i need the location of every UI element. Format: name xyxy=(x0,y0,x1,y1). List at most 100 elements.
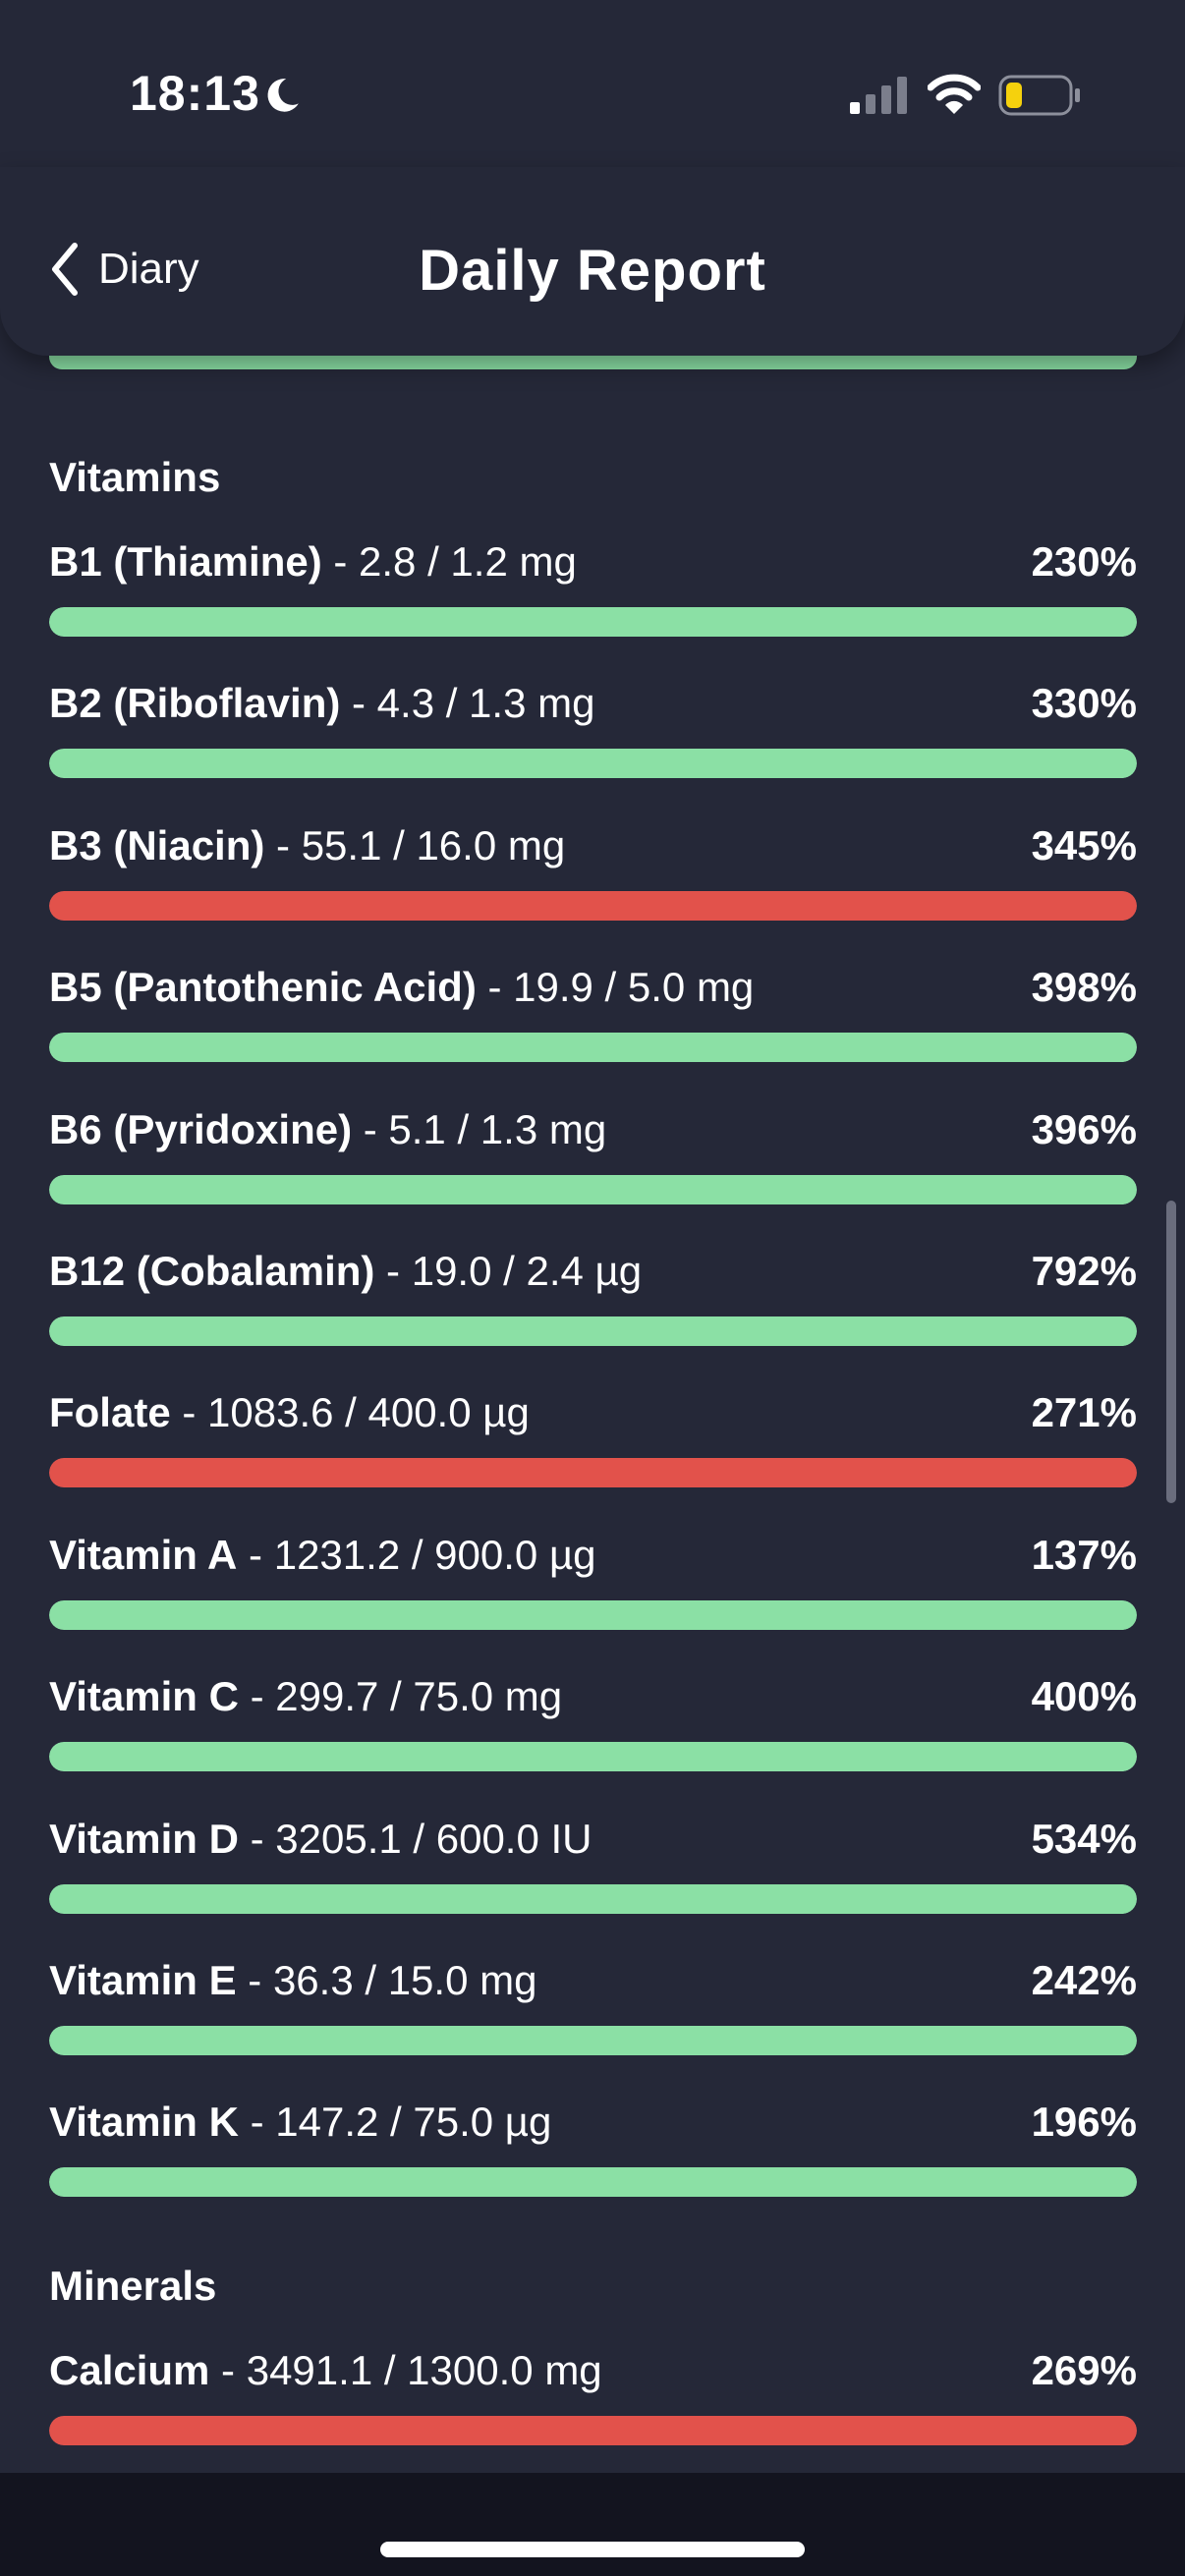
nutrient-name: B3 (Niacin) xyxy=(49,822,265,868)
chevron-left-icon xyxy=(52,243,78,296)
nutrient-line: B6 (Pyridoxine) - 5.1 / 1.3 mg 396% xyxy=(49,1106,1137,1161)
back-label: Diary xyxy=(98,245,199,293)
nutrient-name: Vitamin C xyxy=(49,1673,239,1719)
nutrient-line: Vitamin A - 1231.2 / 900.0 µg 137% xyxy=(49,1532,1137,1587)
nutrient-percent: 400% xyxy=(1031,1673,1137,1719)
section-title-vitamins: Vitamins xyxy=(49,454,221,500)
nutrient-line: Vitamin E - 36.3 / 15.0 mg 242% xyxy=(49,1957,1137,2012)
progress-bar-fill xyxy=(49,1316,1137,1346)
nav-header: Diary Daily Report xyxy=(0,167,1185,356)
nutrient-percent: 271% xyxy=(1031,1389,1137,1435)
nutrient-line: Calcium - 3491.1 / 1300.0 mg 269% xyxy=(49,2347,1137,2402)
progress-bar-fill xyxy=(49,2026,1137,2055)
nutrient-name: Calcium xyxy=(49,2347,210,2393)
nutrient-percent: 398% xyxy=(1031,964,1137,1010)
nutrient-row: Vitamin K - 147.2 / 75.0 µg 196% xyxy=(49,2099,1137,2197)
progress-bar-track xyxy=(49,1458,1137,1487)
nutrient-name: B2 (Riboflavin) xyxy=(49,680,341,726)
progress-bar-fill xyxy=(49,749,1137,778)
nutrient-row: B3 (Niacin) - 55.1 / 16.0 mg 345% xyxy=(49,822,1137,921)
progress-bar-fill xyxy=(49,607,1137,637)
nutrient-line: Folate - 1083.6 / 400.0 µg 271% xyxy=(49,1389,1137,1444)
back-button[interactable]: Diary xyxy=(47,240,199,299)
nutrient-name: Folate xyxy=(49,1389,171,1435)
nutrient-row: Vitamin A - 1231.2 / 900.0 µg 137% xyxy=(49,1532,1137,1630)
nutrient-row: B6 (Pyridoxine) - 5.1 / 1.3 mg 396% xyxy=(49,1106,1137,1204)
nutrient-amount: - 3205.1 / 600.0 IU xyxy=(238,1816,592,1862)
nutrient-row: Calcium - 3491.1 / 1300.0 mg 269% xyxy=(49,2347,1137,2445)
progress-bar-fill xyxy=(49,2416,1137,2445)
nutrient-row: B1 (Thiamine) - 2.8 / 1.2 mg 230% xyxy=(49,538,1137,637)
wifi-icon xyxy=(928,74,981,114)
nutrient-amount: - 19.0 / 2.4 µg xyxy=(374,1248,643,1294)
nutrient-percent: 330% xyxy=(1031,680,1137,726)
nutrient-line: B1 (Thiamine) - 2.8 / 1.2 mg 230% xyxy=(49,538,1137,593)
nutrient-percent: 196% xyxy=(1031,2099,1137,2145)
section-title-minerals: Minerals xyxy=(49,2263,217,2309)
nutrient-name: B1 (Thiamine) xyxy=(49,538,322,585)
nutrient-line: Vitamin K - 147.2 / 75.0 µg 196% xyxy=(49,2099,1137,2154)
nutrient-row: Vitamin E - 36.3 / 15.0 mg 242% xyxy=(49,1957,1137,2055)
nutrient-amount: - 55.1 / 16.0 mg xyxy=(264,822,566,868)
nutrient-percent: 242% xyxy=(1031,1957,1137,2003)
nutrient-amount: - 5.1 / 1.3 mg xyxy=(352,1106,607,1152)
nutrient-row: B5 (Pantothenic Acid) - 19.9 / 5.0 mg 398… xyxy=(49,964,1137,1062)
progress-bar-fill xyxy=(49,1600,1137,1630)
home-area xyxy=(0,2473,1185,2576)
nutrient-name: B12 (Cobalamin) xyxy=(49,1248,375,1294)
nutrient-line: B2 (Riboflavin) - 4.3 / 1.3 mg 330% xyxy=(49,680,1137,735)
nutrient-percent: 345% xyxy=(1031,822,1137,868)
nutrient-amount: - 1083.6 / 400.0 µg xyxy=(170,1389,530,1435)
nutrient-amount: - 147.2 / 75.0 µg xyxy=(238,2099,552,2145)
nutrient-row: Vitamin D - 3205.1 / 600.0 IU 534% xyxy=(49,1816,1137,1914)
progress-bar-track xyxy=(49,2416,1137,2445)
status-bar: 18:13 xyxy=(0,0,1185,167)
battery-icon xyxy=(998,75,1080,116)
progress-bar-fill xyxy=(49,2167,1137,2197)
nutrient-line: Vitamin C - 299.7 / 75.0 mg 400% xyxy=(49,1673,1137,1728)
progress-bar-track xyxy=(49,2167,1137,2197)
scrollbar[interactable] xyxy=(1166,1201,1176,1503)
progress-bar-fill xyxy=(49,1884,1137,1914)
progress-bar-track xyxy=(49,1742,1137,1771)
report-content[interactable]: Vitamins B1 (Thiamine) - 2.8 / 1.2 mg 230%… xyxy=(0,356,1185,2473)
nutrient-name: Vitamin K xyxy=(49,2099,239,2145)
nutrient-name: Vitamin D xyxy=(49,1816,239,1862)
nutrient-row: Folate - 1083.6 / 400.0 µg 271% xyxy=(49,1389,1137,1487)
nutrient-row: B12 (Cobalamin) - 19.0 / 2.4 µg 792% xyxy=(49,1248,1137,1346)
progress-bar-fill xyxy=(49,891,1137,921)
progress-bar-fill xyxy=(49,1175,1137,1204)
nutrient-line: B5 (Pantothenic Acid) - 19.9 / 5.0 mg 398… xyxy=(49,964,1137,1019)
progress-bar-track xyxy=(49,749,1137,778)
moon-icon xyxy=(267,79,299,112)
progress-bar-track xyxy=(49,1033,1137,1062)
nutrient-name: B6 (Pyridoxine) xyxy=(49,1106,353,1152)
nutrient-line: B12 (Cobalamin) - 19.0 / 2.4 µg 792% xyxy=(49,1248,1137,1303)
nutrient-percent: 269% xyxy=(1031,2347,1137,2393)
progress-bar-track xyxy=(49,2026,1137,2055)
nutrient-name: Vitamin A xyxy=(49,1532,238,1578)
nutrient-name: Vitamin E xyxy=(49,1957,237,2003)
progress-bar-track xyxy=(49,891,1137,921)
progress-bar-track xyxy=(49,1316,1137,1346)
nutrient-amount: - 2.8 / 1.2 mg xyxy=(321,538,577,585)
nutrient-amount: - 3491.1 / 1300.0 mg xyxy=(209,2347,602,2393)
nutrient-amount: - 299.7 / 75.0 mg xyxy=(238,1673,563,1719)
home-indicator[interactable] xyxy=(380,2542,805,2557)
progress-bar-track xyxy=(49,1600,1137,1630)
progress-bar-fill xyxy=(49,1458,1137,1487)
nutrient-line: Vitamin D - 3205.1 / 600.0 IU 534% xyxy=(49,1816,1137,1871)
nutrient-percent: 137% xyxy=(1031,1532,1137,1578)
progress-bar-track xyxy=(49,1884,1137,1914)
progress-bar-fill xyxy=(49,1033,1137,1062)
nutrient-amount: - 36.3 / 15.0 mg xyxy=(236,1957,537,2003)
nutrient-amount: - 4.3 / 1.3 mg xyxy=(340,680,595,726)
progress-bar-track xyxy=(49,607,1137,637)
nutrient-row: B2 (Riboflavin) - 4.3 / 1.3 mg 330% xyxy=(49,680,1137,778)
nutrient-name: B5 (Pantothenic Acid) xyxy=(49,964,477,1010)
partial-progress-bar xyxy=(49,356,1137,369)
progress-bar-fill xyxy=(49,1742,1137,1771)
progress-bar-track xyxy=(49,1175,1137,1204)
nutrient-amount: - 1231.2 / 900.0 µg xyxy=(237,1532,596,1578)
